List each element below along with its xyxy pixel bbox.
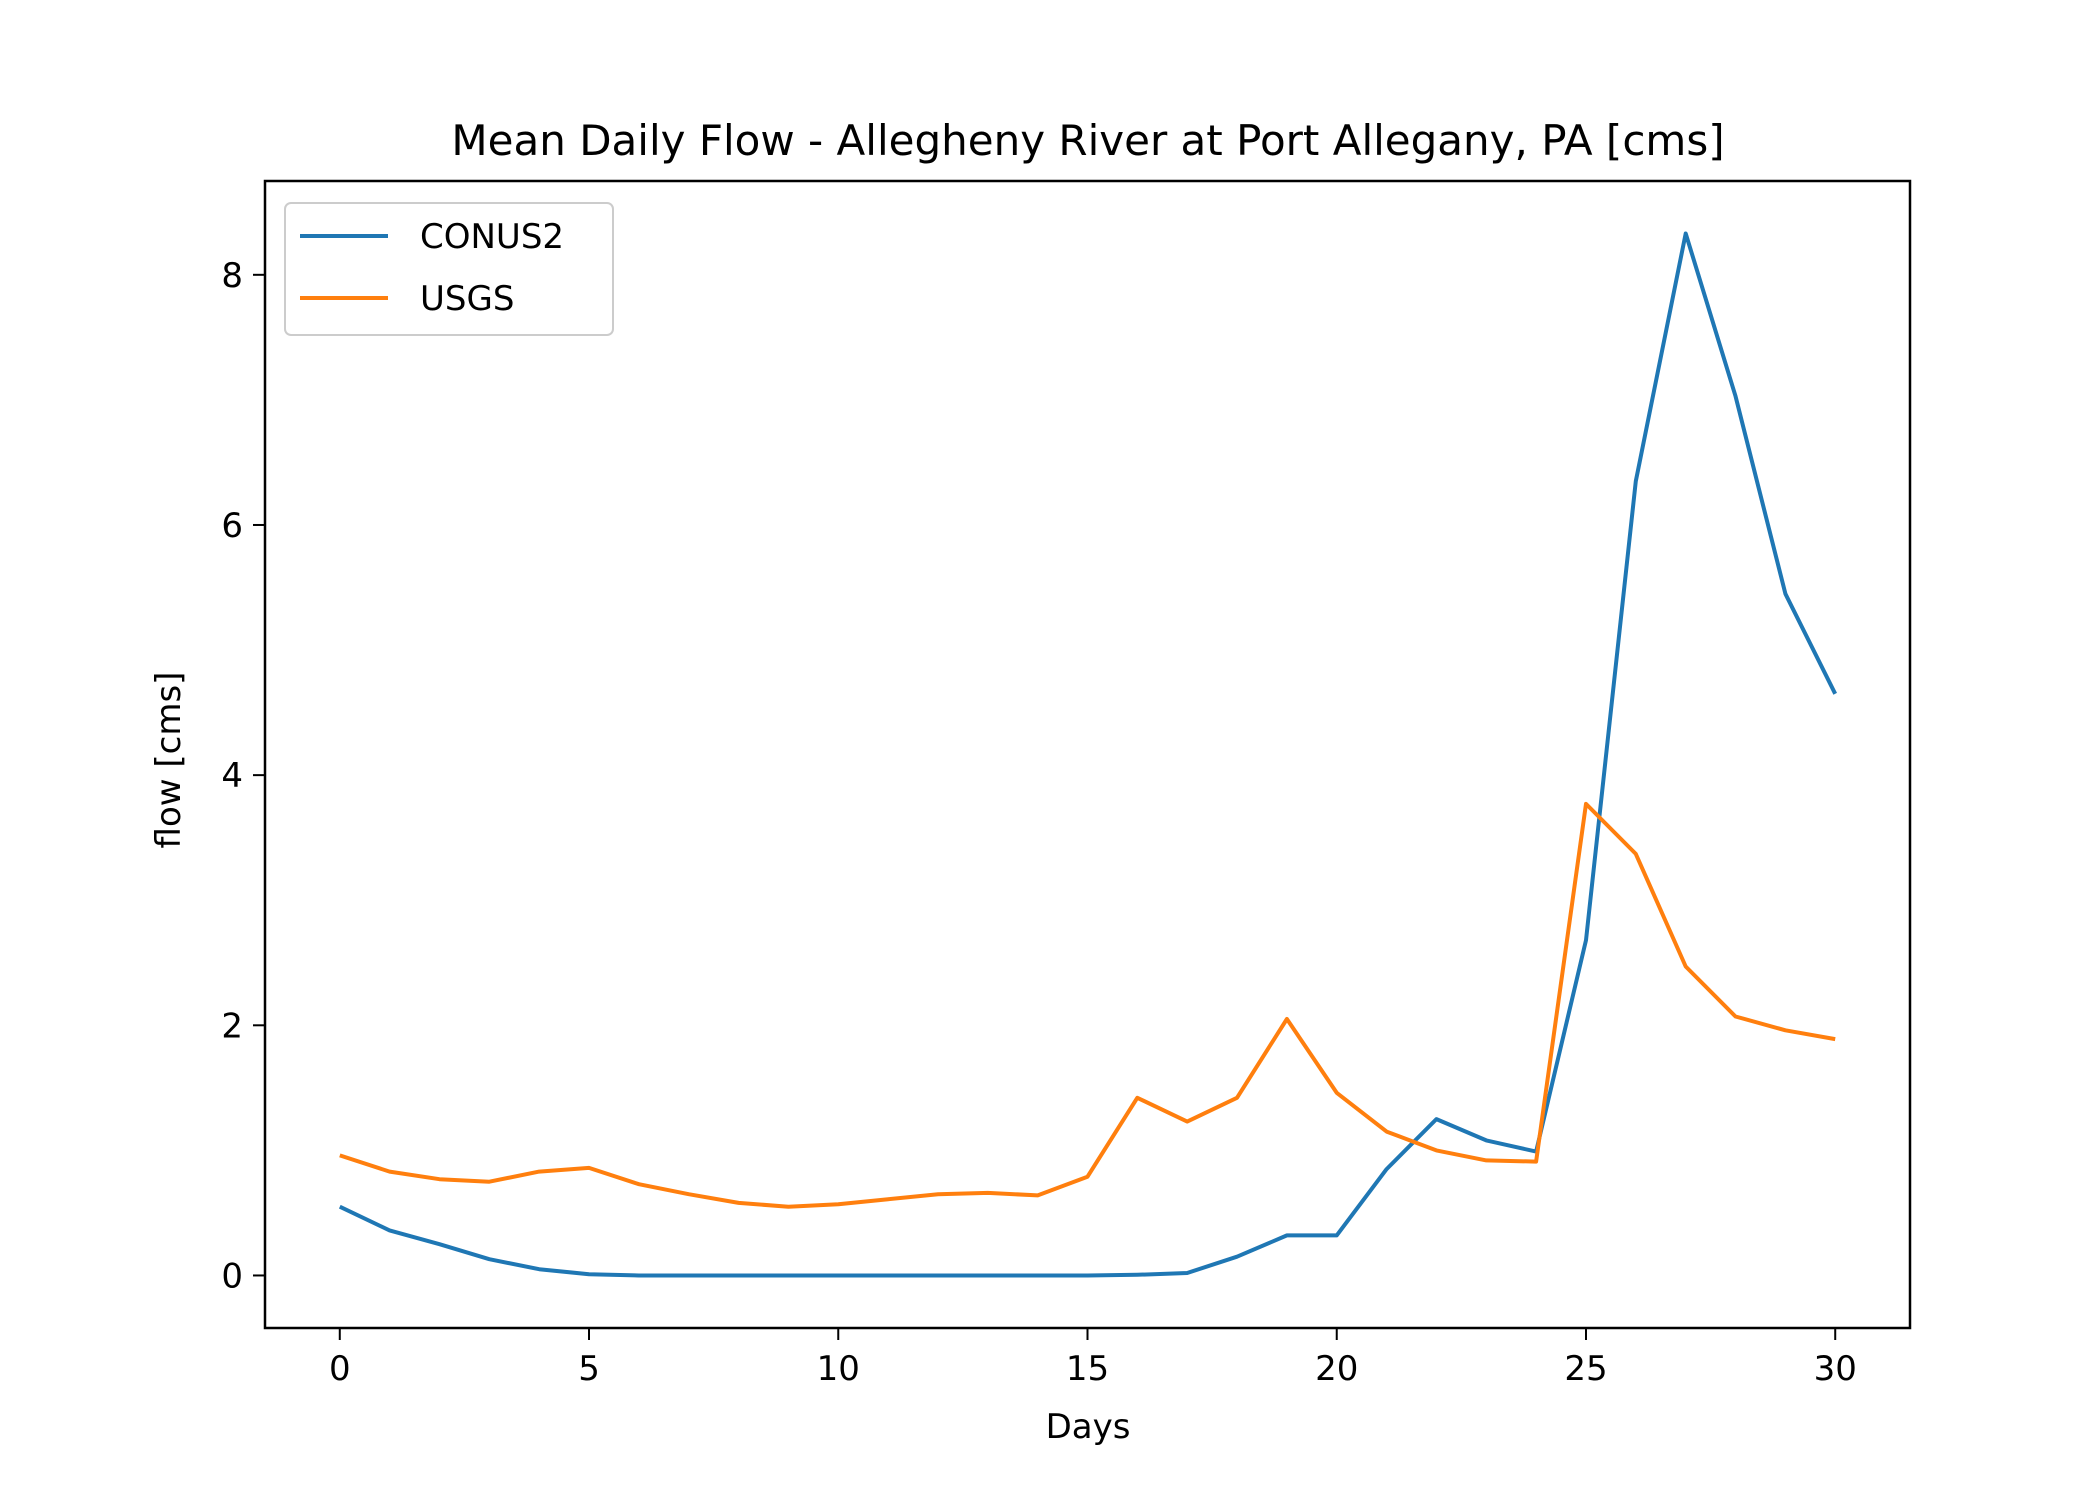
- y-tick-label: 4: [221, 756, 243, 796]
- y-axis-label: flow [cms]: [149, 672, 189, 849]
- series-line-conus2: [338, 231, 1837, 1278]
- y-tick-label: 6: [221, 506, 243, 546]
- legend-label-usgs: USGS: [420, 279, 514, 319]
- x-tick-label: 10: [817, 1349, 860, 1389]
- plot-area: [338, 231, 1837, 1278]
- chart-title: Mean Daily Flow - Allegheny River at Por…: [451, 116, 1724, 165]
- y-tick-label: 2: [221, 1006, 243, 1046]
- y-tick-label: 8: [221, 256, 243, 296]
- x-tick-label: 0: [329, 1349, 351, 1389]
- x-tick-label: 30: [1814, 1349, 1857, 1389]
- legend-label-conus2: CONUS2: [420, 217, 564, 257]
- x-tick-label: 25: [1564, 1349, 1607, 1389]
- axes: 0 5 10 15 20 25 30 0 2 4 6 8: [221, 179, 1912, 1389]
- x-axis-label: Days: [1046, 1407, 1131, 1447]
- series-line-usgs: [339, 801, 1836, 1209]
- legend: CONUS2 USGS: [284, 202, 614, 336]
- x-tick-label: 20: [1315, 1349, 1358, 1389]
- x-tick-label: 15: [1066, 1349, 1109, 1389]
- y-tick-label: 0: [221, 1256, 243, 1296]
- x-tick-label: 5: [578, 1349, 600, 1389]
